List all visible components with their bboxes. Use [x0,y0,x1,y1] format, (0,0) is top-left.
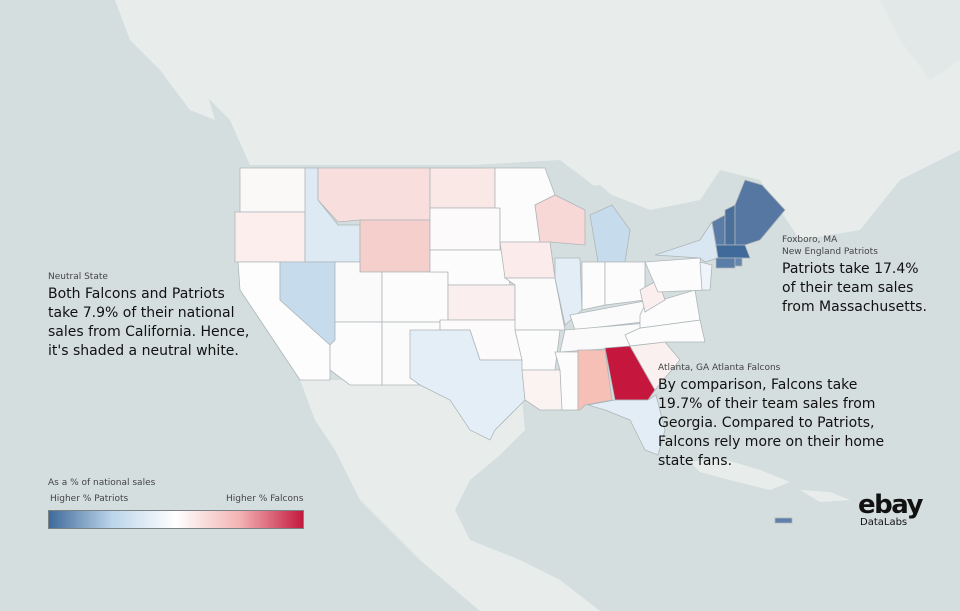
color-legend: As a % of national sales Higher % Patrio… [48,478,308,529]
annotation-falcons: Atlanta, GA Atlanta Falcons By compariso… [658,362,898,471]
annotation-text: Patriots take 17.4% of their team sales … [782,261,927,315]
state-indiana [581,261,606,311]
state-rhode-island [734,257,743,267]
state-puerto-rico [774,517,793,524]
legend-title: As a % of national sales [48,478,156,488]
legend-end-labels: Higher % Patriots Higher % Falcons [48,494,308,508]
ebay-datalabs-logo: ebay DataLabs [858,490,938,528]
state-colorado [381,271,449,323]
state-iowa [499,241,556,279]
legend-right-label: Higher % Falcons [226,494,304,504]
annotation-label-location: Foxboro, MA [782,235,838,245]
state-wyoming [359,219,431,273]
logo-subtitle: DataLabs [860,517,908,528]
state-virginia [639,289,701,329]
state-north-dakota [429,167,496,209]
annotation-neutral-state: Neutral State Both Falcons and Patriots … [48,271,278,361]
annotation-patriots: Foxboro, MA New England Patriots Patriot… [782,234,952,317]
state-new-jersey [699,261,713,291]
state-georgia [604,345,656,401]
annotation-text: Both Falcons and Patriots take 7.9% of t… [48,286,250,359]
state-oregon [234,211,306,263]
state-arkansas [514,329,561,371]
state-south-dakota [429,207,501,251]
state-massachusetts [715,244,751,259]
legend-left-label: Higher % Patriots [50,494,129,504]
state-florida [587,394,666,456]
state-montana [317,167,431,223]
background-land [115,0,960,611]
state-texas [409,329,526,441]
state-new-hampshire [724,204,736,246]
state-kansas [447,284,516,321]
legend-gradient-bar [48,510,304,529]
state-mississippi [554,351,579,411]
state-michigan [589,204,631,263]
logo-wordmark: ebay [858,490,923,520]
state-connecticut [715,257,736,269]
annotation-label: Atlanta, GA Atlanta Falcons [658,363,781,373]
state-ohio [604,261,646,306]
us-states [234,167,793,524]
annotation-text: By comparison, Falcons take 19.7% of the… [658,377,885,469]
state-arizona [329,321,383,386]
annotation-label-team: New England Patriots [782,247,878,257]
state-wisconsin [534,194,586,246]
annotation-label: Neutral State [48,272,108,282]
